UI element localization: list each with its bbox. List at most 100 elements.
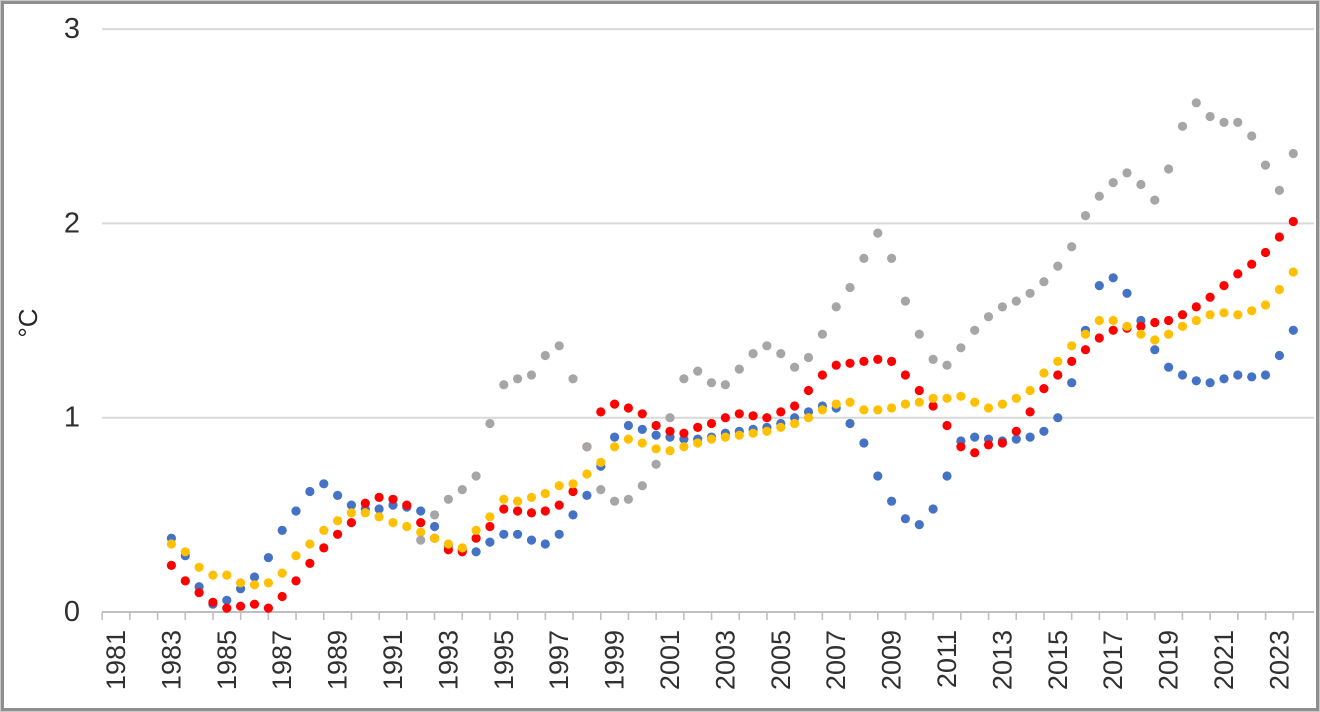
data-point (1067, 341, 1077, 351)
data-point (900, 370, 911, 380)
data-point (346, 508, 356, 518)
data-point (665, 426, 675, 436)
data-point (305, 558, 315, 569)
data-point (249, 580, 260, 590)
data-point (180, 547, 190, 557)
data-point (762, 341, 772, 351)
data-point (1191, 376, 1201, 386)
data-point (679, 442, 689, 452)
data-point (859, 438, 869, 448)
data-point (831, 399, 841, 409)
data-point (457, 485, 467, 495)
data-point (610, 399, 620, 409)
data-point (970, 397, 980, 407)
data-point (651, 420, 661, 431)
data-point (222, 570, 232, 580)
data-point (956, 391, 966, 401)
data-point (582, 469, 592, 479)
data-point (554, 341, 564, 351)
data-point (333, 529, 343, 539)
data-point (1191, 98, 1201, 108)
data-point (1053, 356, 1063, 366)
data-point (263, 603, 273, 613)
data-point (610, 442, 620, 452)
data-point (1094, 281, 1104, 291)
data-point (1080, 329, 1091, 339)
data-point (499, 494, 509, 504)
data-point (360, 498, 370, 508)
data-point (1219, 281, 1229, 291)
data-point (845, 282, 855, 293)
data-point (817, 405, 828, 415)
data-point (859, 253, 869, 263)
data-point (845, 397, 855, 407)
data-point (291, 551, 301, 561)
x-tick-label: 1987 (267, 630, 297, 690)
data-point (1039, 426, 1049, 436)
data-point (942, 471, 952, 481)
data-point (1247, 259, 1257, 269)
data-point (956, 442, 966, 452)
data-point (637, 424, 647, 434)
data-point (319, 525, 329, 536)
x-tick-label: 2005 (766, 630, 796, 690)
data-point (693, 366, 703, 376)
data-point (887, 356, 897, 366)
data-point (942, 360, 952, 370)
data-point (263, 578, 273, 588)
data-point (887, 496, 897, 506)
data-point (748, 428, 758, 438)
x-tick-label: 2007 (821, 630, 851, 690)
x-tick-label: 2001 (655, 630, 685, 690)
data-point (1247, 372, 1257, 382)
data-point (1164, 164, 1174, 174)
x-tick-label: 2023 (1264, 630, 1294, 690)
x-tick-label: 1997 (544, 630, 574, 690)
data-point (1164, 362, 1174, 372)
data-point (887, 253, 897, 263)
data-point (651, 459, 661, 469)
x-tick-label: 1981 (101, 630, 131, 690)
data-point (914, 397, 924, 407)
data-point (1205, 378, 1215, 388)
data-point (1011, 426, 1021, 436)
data-point (1233, 370, 1243, 380)
data-point (776, 349, 786, 359)
data-point (291, 506, 301, 516)
data-point (402, 500, 412, 510)
data-point (1122, 321, 1132, 331)
data-point (720, 432, 731, 442)
red-series-points (166, 216, 1298, 613)
yellow-series-points (166, 267, 1298, 590)
data-point (956, 343, 966, 353)
data-point (1219, 117, 1229, 127)
data-point (803, 352, 814, 363)
y-tick-label: 0 (64, 596, 80, 628)
data-point (1150, 335, 1160, 345)
data-point (236, 578, 246, 588)
data-point (734, 364, 744, 374)
data-point (194, 588, 204, 598)
data-point (900, 399, 911, 409)
y-tick-labels: 0 1 2 3 (64, 13, 80, 628)
data-point (970, 432, 980, 442)
data-point (360, 508, 370, 518)
data-point (637, 481, 647, 491)
data-point (526, 535, 537, 545)
data-point (817, 370, 828, 380)
data-point (582, 490, 592, 500)
data-point (1094, 191, 1104, 201)
data-point (873, 354, 883, 364)
x-tick-label: 1991 (378, 630, 408, 690)
data-point (665, 413, 675, 423)
data-point (983, 403, 994, 413)
y-tick-label: 1 (64, 402, 80, 434)
data-point (706, 378, 717, 388)
data-point (263, 553, 273, 563)
data-point (1191, 302, 1201, 312)
data-point (249, 572, 260, 582)
data-point (1080, 345, 1091, 355)
data-point (1150, 317, 1160, 328)
data-point (568, 374, 578, 384)
data-point (194, 562, 204, 572)
